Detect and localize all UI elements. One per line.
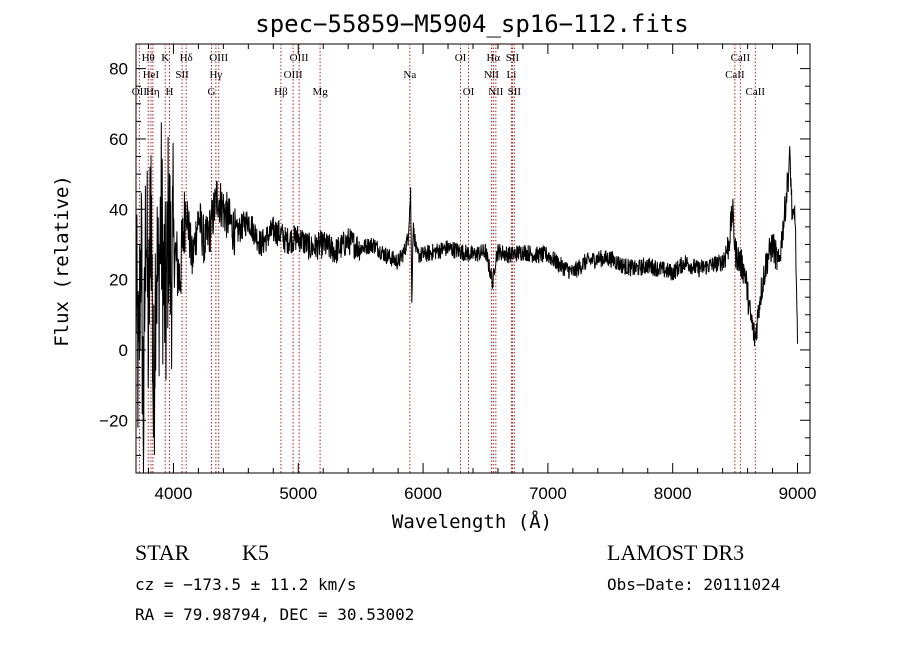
y-tick-label: 40 bbox=[109, 200, 128, 219]
x-tick-label: 8000 bbox=[654, 484, 692, 503]
survey-name: LAMOST DR3 bbox=[607, 540, 744, 565]
spectral-line-markers bbox=[138, 44, 756, 473]
coordinates: RA = 79.98794, DEC = 30.53002 bbox=[135, 605, 414, 624]
line-label: OII bbox=[132, 86, 148, 98]
line-label: SII bbox=[175, 69, 189, 81]
line-label: OIII bbox=[209, 52, 228, 64]
line-label: OIII bbox=[284, 69, 303, 81]
line-label: Li bbox=[507, 69, 517, 81]
line-label: Hγ bbox=[209, 69, 222, 81]
x-tick-label: 9000 bbox=[779, 484, 817, 503]
x-axis-ticks: 4000 5000 6000 7000 8000 9000 bbox=[147, 44, 817, 503]
observation-date: Obs−Date: 20111024 bbox=[607, 575, 780, 594]
object-class: STAR bbox=[135, 540, 190, 565]
line-label: Mg bbox=[312, 86, 328, 98]
y-tick-label: 0 bbox=[119, 341, 128, 360]
line-label: Na bbox=[403, 69, 416, 81]
line-label: NII bbox=[484, 69, 500, 81]
line-label: G bbox=[208, 86, 216, 98]
line-label: CaII bbox=[746, 86, 766, 98]
line-label: Hβ bbox=[274, 86, 288, 98]
redshift-velocity: cz = −173.5 ± 11.2 km/s bbox=[135, 575, 357, 594]
y-axis-ticks: −20 0 20 40 60 80 bbox=[99, 60, 810, 456]
line-label: OI bbox=[463, 86, 475, 98]
line-label: HeI bbox=[143, 69, 160, 81]
x-tick-label: 7000 bbox=[529, 484, 567, 503]
y-axis-label: Flux (relative) bbox=[51, 175, 73, 347]
line-label: H bbox=[165, 86, 173, 98]
line-label: Hδ bbox=[180, 52, 193, 64]
line-label: Hα bbox=[486, 52, 500, 64]
line-label: OIII bbox=[290, 52, 309, 64]
y-tick-label: 80 bbox=[109, 60, 128, 79]
line-label: SII bbox=[506, 52, 520, 64]
line-label: CaII bbox=[725, 69, 745, 81]
flux-series-line bbox=[135, 122, 798, 474]
y-tick-label: −20 bbox=[99, 411, 128, 430]
object-subclass: K5 bbox=[242, 540, 269, 565]
x-tick-label: 6000 bbox=[404, 484, 442, 503]
line-label: CaII bbox=[731, 52, 751, 64]
x-axis-label: Wavelength (Å) bbox=[392, 510, 552, 533]
line-label: OI bbox=[455, 52, 467, 64]
line-label: Hη bbox=[146, 86, 160, 98]
y-tick-label: 60 bbox=[109, 130, 128, 149]
x-tick-label: 5000 bbox=[279, 484, 317, 503]
line-label: K bbox=[161, 52, 169, 64]
y-tick-label: 20 bbox=[109, 271, 128, 290]
line-label: Hθ bbox=[142, 52, 155, 64]
chart-title: spec−55859−M5904_sp16−112.fits bbox=[255, 10, 688, 38]
line-label: NII bbox=[488, 86, 504, 98]
line-label: SII bbox=[508, 86, 522, 98]
x-tick-label: 4000 bbox=[155, 484, 193, 503]
